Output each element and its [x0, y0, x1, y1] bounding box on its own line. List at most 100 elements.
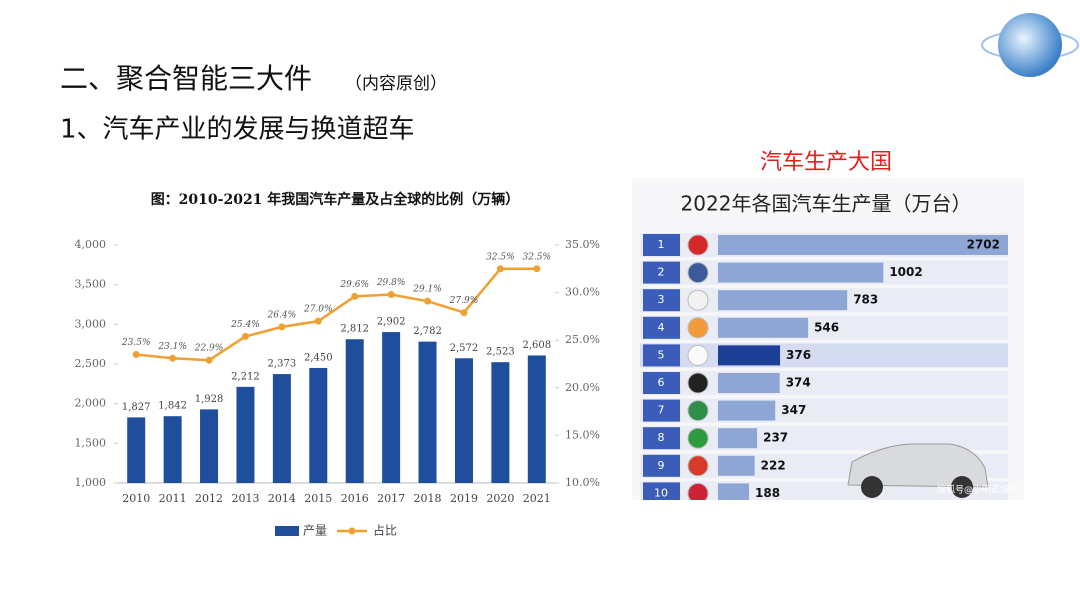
rank-label: 8 [658, 431, 665, 444]
x-tick-label: 2010 [122, 492, 150, 505]
data-label: 188 [755, 486, 780, 500]
x-tick-label: 2019 [450, 492, 478, 505]
data-label: 1,928 [195, 394, 224, 405]
rank-box [643, 316, 680, 339]
data-label: 546 [814, 320, 839, 334]
rank-box [643, 344, 680, 367]
data-label: 32.5% [522, 252, 551, 262]
data-label: 222 [761, 458, 786, 472]
data-label: 347 [781, 403, 806, 417]
rank-box [643, 454, 680, 477]
x-tick-label: 2012 [195, 492, 223, 505]
data-label: 23.5% [121, 338, 151, 348]
flag [687, 317, 709, 339]
watermark: 搜狐号@小明逛城市 [937, 484, 1018, 496]
data-label: 1002 [889, 265, 922, 279]
data-label: 2,212 [231, 371, 260, 382]
rank-label: 10 [654, 486, 668, 499]
rank-box [643, 372, 680, 394]
chart-subtitle: 2022年各国汽车生产量（万台） [681, 192, 972, 216]
data-label: 25.4% [230, 320, 260, 330]
rank-box [643, 289, 680, 312]
rank-box [643, 234, 680, 256]
y2-tick-label: 10.0% [565, 476, 600, 489]
data-label: 26.4% [267, 310, 297, 320]
data-label: 32.5% [486, 252, 515, 262]
marker [241, 332, 249, 340]
marker [314, 317, 322, 325]
x-tick-label: 2021 [523, 492, 551, 505]
flag [687, 482, 709, 500]
bar [418, 341, 437, 483]
marker [424, 297, 432, 305]
data-label: 237 [763, 431, 788, 445]
bar [200, 409, 219, 483]
data-label: 2702 [967, 238, 1000, 252]
data-label: 2,812 [340, 324, 369, 335]
x-tick-label: 2014 [268, 492, 296, 505]
data-label: 783 [853, 293, 878, 307]
data-label: 2,608 [522, 340, 551, 351]
bar [236, 386, 255, 483]
y2-tick-label: 20.0% [565, 381, 600, 394]
data-label: 27.0% [303, 305, 333, 315]
data-label: 23.1% [157, 342, 187, 352]
data-label: 2,373 [268, 359, 297, 370]
rank-label: 9 [658, 459, 665, 472]
rank-label: 6 [658, 376, 665, 389]
rank-label: 4 [658, 321, 665, 334]
chart-title: 图：2010-2021 年我国汽车产量及占全球的比例（万辆） [151, 191, 520, 208]
bar [527, 355, 546, 483]
rank-label: 5 [658, 348, 665, 361]
data-label: 22.9% [194, 344, 224, 354]
data-label: 376 [786, 348, 811, 362]
y2-tick-label: 35.0% [565, 238, 600, 251]
bar-cover [1008, 234, 1024, 256]
legend-swatch [275, 526, 299, 536]
bar [454, 358, 473, 483]
bar [718, 455, 755, 476]
data-label: 29.8% [376, 278, 406, 288]
flag [687, 400, 709, 422]
x-tick-label: 2018 [414, 492, 442, 505]
bar [718, 235, 1024, 255]
x-tick-label: 2013 [231, 492, 259, 505]
y-tick-label: 2,000 [75, 397, 107, 410]
marker [278, 323, 286, 331]
data-label: 27.9% [449, 296, 479, 306]
x-tick-label: 2017 [377, 492, 405, 505]
data-label: 29.6% [339, 280, 369, 290]
flag [687, 344, 709, 366]
data-label: 29.1% [412, 285, 442, 295]
rank-label: 2 [658, 266, 665, 279]
globe-icon [998, 13, 1062, 77]
bar [491, 362, 510, 483]
marker [351, 292, 359, 300]
x-tick-label: 2015 [304, 492, 332, 505]
bar [718, 400, 776, 421]
heading: 二、聚合智能三大件 [60, 62, 312, 95]
marker [205, 356, 213, 364]
bar [127, 417, 146, 483]
bar [718, 345, 781, 366]
y-tick-label: 1,500 [75, 436, 107, 449]
bar [718, 317, 809, 338]
car [847, 443, 989, 498]
legend-label: 占比 [373, 523, 397, 538]
y-tick-label: 3,000 [75, 317, 107, 330]
line [136, 267, 537, 362]
marker [460, 309, 468, 317]
rank-label: 1 [658, 238, 665, 251]
data-label: 1,827 [122, 402, 151, 413]
x-tick-label: 2020 [486, 492, 514, 505]
y-tick-label: 4,000 [75, 238, 107, 251]
chart-2: 1 2702 2 1002 3 783 4 546 5 376 6 374 7 347 8 237 9 222 10… [640, 233, 1024, 500]
bar [718, 262, 884, 283]
y-tick-label: 3,500 [75, 278, 107, 291]
chart-title: 汽车生产大国 [760, 150, 892, 175]
chart-1: 1,000 1,500 2,000 2,500 3,000 3,500 4,000 10.0%… [75, 238, 600, 538]
data-label: 2,782 [413, 326, 442, 337]
marker [533, 265, 541, 273]
